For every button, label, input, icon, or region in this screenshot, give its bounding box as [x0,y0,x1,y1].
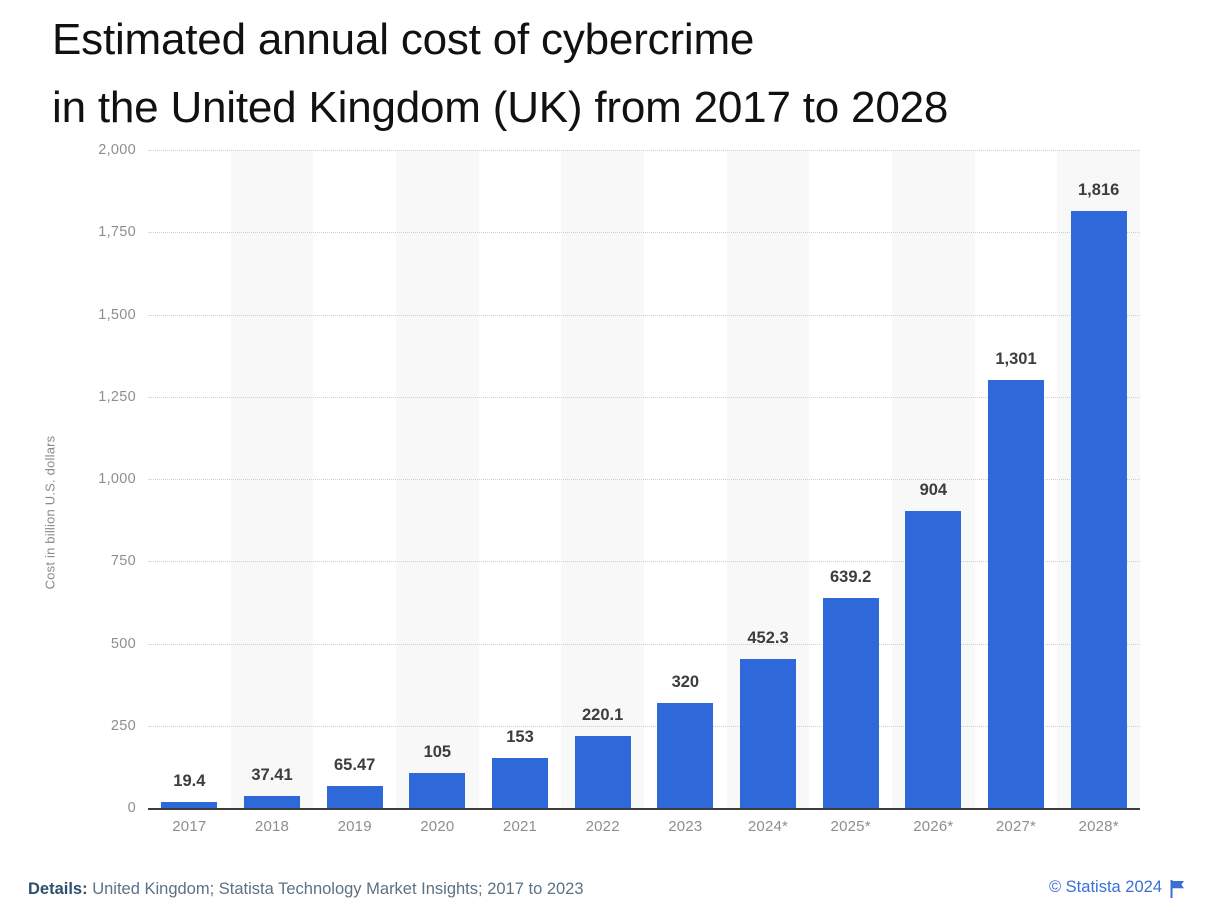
details-value: United Kingdom; Statista Technology Mark… [92,880,584,898]
page-title: Estimated annual cost of cybercrime in t… [52,6,1172,142]
gridline [148,314,1140,316]
x-tick-label: 2027* [995,818,1037,835]
x-tick-label: 2019 [337,818,372,835]
bar-slot: 37.41 [231,150,314,808]
bar-slot: 1,301 [975,150,1058,808]
x-tick-label: 2020 [420,818,455,835]
bar-value-label: 639.2 [830,567,872,586]
y-tick-label: 500 [110,635,136,652]
x-tick-label: 2026* [913,818,954,835]
y-tick-label: 1,500 [98,306,136,323]
bar-slot: 153 [479,150,562,808]
x-axis-tick-labels: 2017 2018 2019 2020 2021 2022 2023 2024* 2025* 20… [148,818,1140,854]
y-axis-title: Cost in billion U.S. dollars [38,382,62,642]
title-line-1: Estimated annual cost of cybercrime [52,15,755,64]
details-label: Details: [28,880,88,898]
flag-icon[interactable] [1170,880,1186,898]
x-tick-label: 2028* [1078,818,1119,835]
bar-value-label: 19.4 [173,771,206,790]
gridline [148,479,1140,480]
bar[interactable] [822,597,879,808]
bar[interactable] [905,510,962,808]
bar-value-label: 37.41 [251,765,293,784]
y-tick-label: 2,000 [98,142,136,158]
gridline [148,725,1140,727]
bar-slot: 1,816 [1057,150,1140,808]
bar[interactable] [657,702,714,808]
details-text: Details: United Kingdom; Statista Techno… [28,880,584,899]
bar-slot: 639.2 [809,150,892,808]
bar[interactable] [987,379,1044,808]
bar-slot: 320 [644,150,727,808]
y-tick-label: 1,000 [98,471,136,487]
x-tick-label: 2021 [502,818,538,835]
bar-value-label: 320 [671,672,700,691]
gridline [148,396,1140,398]
bar[interactable] [409,773,466,808]
y-tick-label: 1,750 [98,224,136,241]
bar-slot: 904 [892,150,975,808]
bar-slot: 220.1 [561,150,644,808]
x-tick-label: 2025* [830,818,871,835]
x-axis-baseline [148,808,1140,810]
bar[interactable] [491,757,548,808]
gridline [148,232,1140,234]
x-tick-label: 2023 [668,818,703,835]
y-axis-tick-labels: 0 250 500 750 1,000 1,250 1,500 1,750 2,000 [60,142,136,860]
bar-value-label: 220.1 [582,705,624,724]
title-line-2: in the United Kingdom (UK) from 2017 to … [52,83,949,132]
bar-slot: 19.4 [148,150,231,808]
x-tick-label: 2018 [254,818,290,835]
bar[interactable] [326,786,383,808]
bar-slot: 452.3 [727,150,810,808]
y-tick-label: 1,250 [98,388,136,405]
bar-slot: 105 [396,150,479,808]
y-tick-label: 750 [110,553,136,570]
x-tick-label: 2017 [172,818,207,835]
x-tick-label: 2022 [585,818,620,835]
bar-value-label: 452.3 [747,629,789,648]
copyright-label[interactable]: © Statista 2024 [1048,878,1162,896]
x-tick-label: 2024* [747,818,789,835]
bar[interactable] [1070,210,1127,808]
bar-value-label: 1,301 [995,349,1037,368]
bar-value-label: 904 [919,480,948,499]
footer: Details: United Kingdom; Statista Techno… [0,864,1208,922]
bar-slot: 65.47 [313,150,396,808]
gridline [148,643,1140,645]
bar[interactable] [739,659,796,808]
y-tick-label: 0 [127,800,136,816]
bar[interactable] [574,735,631,808]
gridline [148,561,1140,563]
bar-value-label: 153 [506,727,534,746]
y-tick-label: 250 [110,717,136,734]
gridline [148,150,1140,151]
chart-container: Cost in billion U.S. dollars 0 250 500 750 1… [0,142,1208,860]
plot-area: 19.4 37.41 65.47 105 153 220.1 320 452.3 639.2 90… [148,150,1140,810]
y-axis-title-label: Cost in billion U.S. dollars [42,435,58,589]
bar[interactable] [161,801,218,808]
bar-value-label: 105 [423,743,452,762]
bar-value-label: 65.47 [334,756,376,775]
bar[interactable] [243,795,300,808]
bar-value-label: 1,816 [1078,180,1120,199]
